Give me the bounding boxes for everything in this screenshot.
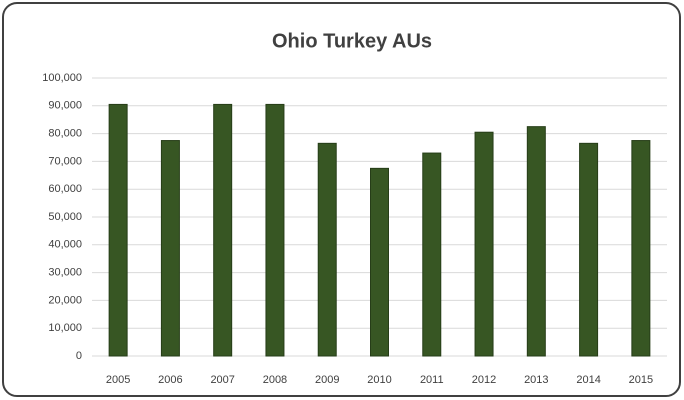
bar — [422, 152, 442, 357]
bar — [474, 131, 494, 357]
y-tick-label: 80,000 — [48, 128, 82, 140]
y-tick-label: 40,000 — [48, 239, 82, 251]
x-tick-label: 2008 — [263, 374, 287, 386]
y-tick-label: 90,000 — [48, 100, 82, 112]
y-tick-label: 100,000 — [42, 72, 82, 84]
bar — [160, 140, 180, 357]
x-tick-label: 2015 — [629, 374, 653, 386]
y-tick-label: 30,000 — [48, 267, 82, 279]
bar — [526, 126, 546, 357]
bar — [579, 142, 599, 357]
y-tick-label: 20,000 — [48, 294, 82, 306]
x-tick-label: 2012 — [472, 374, 496, 386]
x-tick-label: 2010 — [367, 374, 391, 386]
x-tick-label: 2005 — [106, 374, 130, 386]
bar — [317, 142, 337, 357]
x-tick-label: 2014 — [576, 374, 600, 386]
y-tick-label: 60,000 — [48, 183, 82, 195]
y-tick-label: 70,000 — [48, 155, 82, 167]
x-tick-label: 2007 — [210, 374, 234, 386]
x-tick-label: 2013 — [524, 374, 548, 386]
chart-title: Ohio Turkey AUs — [272, 30, 432, 52]
bar — [265, 103, 285, 357]
x-tick-label: 2009 — [315, 374, 339, 386]
x-tick-label: 2011 — [420, 374, 444, 386]
bar — [108, 103, 128, 357]
x-tick-label: 2006 — [158, 374, 182, 386]
bar — [213, 103, 233, 357]
y-tick-label: 50,000 — [48, 211, 82, 223]
bar — [370, 167, 389, 357]
bar — [631, 140, 651, 357]
y-tick-label: 0 — [76, 350, 82, 362]
y-tick-label: 10,000 — [48, 322, 82, 334]
